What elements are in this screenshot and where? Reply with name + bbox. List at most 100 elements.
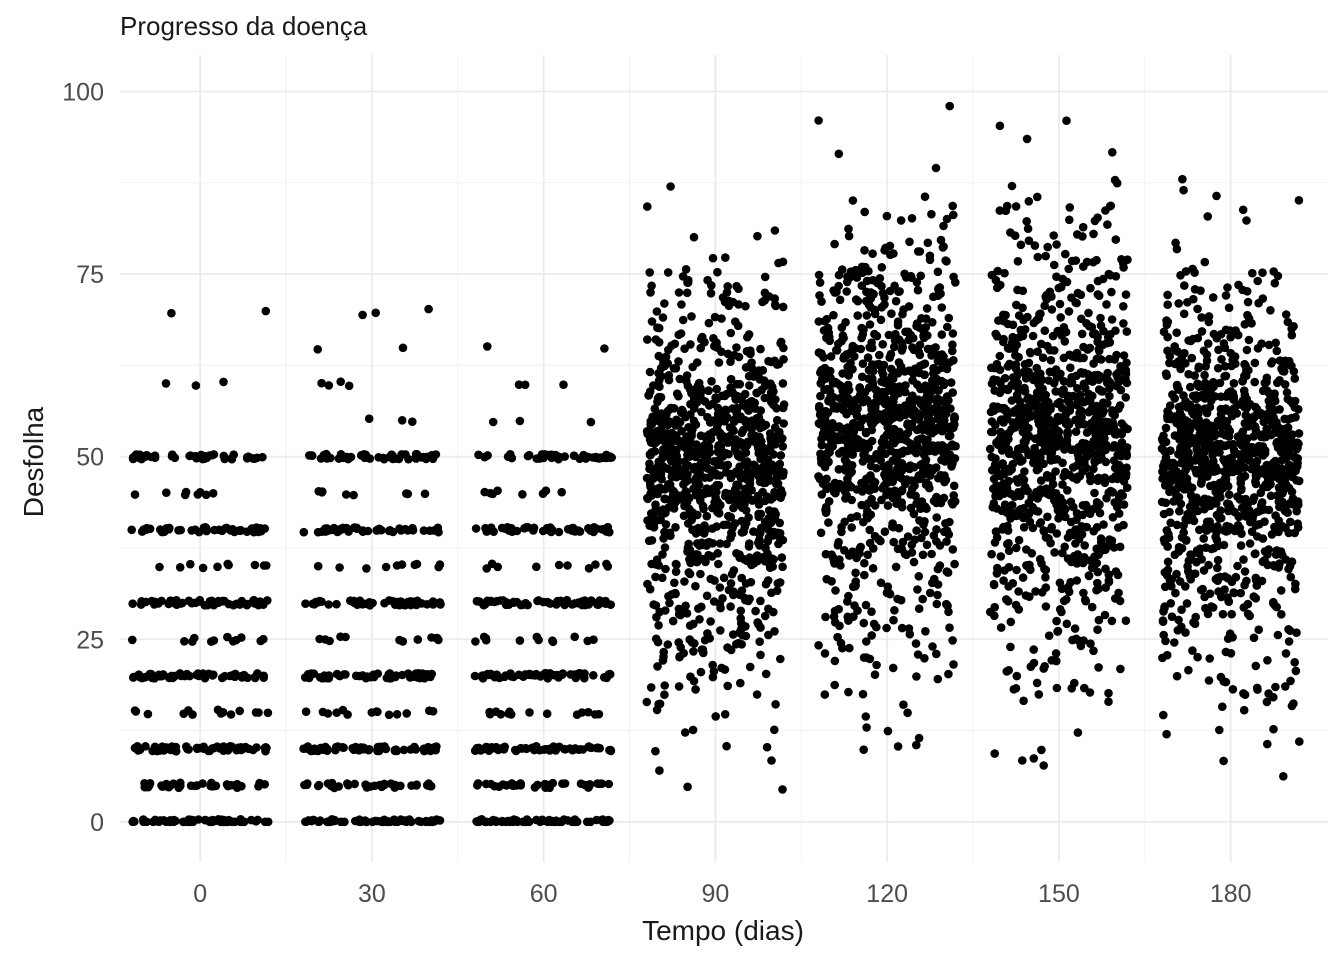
data-point: [606, 600, 615, 609]
data-point: [260, 524, 270, 533]
data-point: [589, 671, 598, 680]
data-point: [993, 266, 1002, 276]
data-point: [998, 525, 1007, 534]
data-point: [942, 526, 952, 536]
data-point: [1170, 550, 1180, 560]
data-point: [1101, 457, 1111, 467]
data-point: [687, 431, 696, 441]
data-point: [217, 597, 227, 606]
data-point: [844, 224, 853, 234]
data-point: [777, 553, 787, 562]
data-point: [1065, 406, 1075, 416]
data-point: [760, 296, 769, 305]
data-point: [726, 328, 736, 338]
data-point: [658, 550, 667, 559]
data-point: [906, 330, 915, 340]
data-point: [326, 453, 335, 463]
data-point: [1033, 192, 1042, 202]
data-point: [746, 417, 756, 426]
data-point: [1023, 312, 1032, 322]
data-point: [712, 456, 722, 466]
data-point: [834, 149, 844, 159]
data-point: [927, 351, 936, 360]
data-point: [1119, 319, 1128, 328]
data-point: [1034, 690, 1044, 699]
data-point: [660, 543, 670, 552]
data-point: [923, 435, 932, 445]
data-point: [685, 569, 695, 579]
data-point: [1046, 404, 1055, 414]
data-point: [1174, 299, 1183, 308]
data-point: [228, 524, 237, 534]
data-point: [886, 349, 896, 359]
data-point: [948, 329, 958, 338]
data-point: [1015, 397, 1025, 406]
data-point: [927, 209, 936, 219]
data-point: [1053, 627, 1062, 636]
data-point: [1012, 671, 1022, 681]
data-point: [868, 249, 877, 258]
data-point: [497, 817, 507, 827]
data-point: [682, 376, 691, 386]
data-point: [890, 468, 899, 478]
data-point: [740, 522, 749, 532]
data-point: [853, 311, 862, 320]
data-point: [500, 672, 509, 682]
data-point: [1036, 518, 1046, 527]
data-point: [919, 445, 929, 455]
data-point: [1294, 196, 1304, 205]
data-point: [936, 495, 946, 504]
data-point: [299, 527, 309, 537]
data-point: [250, 672, 260, 682]
data-point: [1037, 745, 1046, 755]
data-point: [1038, 391, 1047, 401]
data-point: [183, 817, 192, 827]
data-point: [1066, 517, 1076, 527]
data-point: [715, 583, 725, 592]
data-point: [940, 395, 950, 405]
data-point: [737, 624, 746, 634]
data-point: [851, 295, 861, 304]
data-point: [937, 303, 947, 312]
data-point: [1044, 376, 1054, 385]
data-point: [1047, 522, 1056, 532]
data-point: [1059, 377, 1069, 386]
data-point: [691, 420, 701, 429]
data-point: [922, 540, 932, 550]
data-point: [906, 490, 915, 499]
data-point: [1006, 617, 1016, 627]
data-point: [716, 626, 725, 635]
data-point: [1192, 557, 1201, 567]
data-point: [515, 416, 525, 426]
data-point: [244, 744, 253, 754]
data-point: [1203, 212, 1212, 221]
data-point: [435, 560, 445, 569]
data-point: [1121, 472, 1131, 481]
data-point: [767, 554, 777, 563]
data-point: [1285, 626, 1295, 635]
data-point: [769, 531, 778, 540]
data-point: [1215, 725, 1224, 735]
data-point: [696, 431, 706, 441]
data-point: [912, 526, 921, 535]
data-point: [1051, 467, 1060, 476]
data-point: [743, 437, 753, 447]
data-point: [542, 709, 552, 718]
data-point: [713, 549, 722, 558]
data-point: [429, 743, 439, 752]
data-point: [1213, 563, 1222, 573]
data-point: [736, 614, 745, 623]
data-point: [1090, 458, 1100, 467]
data-point: [912, 499, 921, 508]
data-point: [421, 817, 431, 827]
data-point: [815, 401, 824, 411]
data-point: [732, 409, 741, 418]
data-point: [1034, 314, 1043, 324]
data-point: [180, 671, 190, 681]
data-point: [679, 480, 688, 489]
data-point: [940, 477, 949, 487]
data-point: [497, 523, 507, 533]
data-point: [235, 706, 244, 716]
data-point: [851, 581, 860, 590]
data-point: [546, 523, 555, 532]
